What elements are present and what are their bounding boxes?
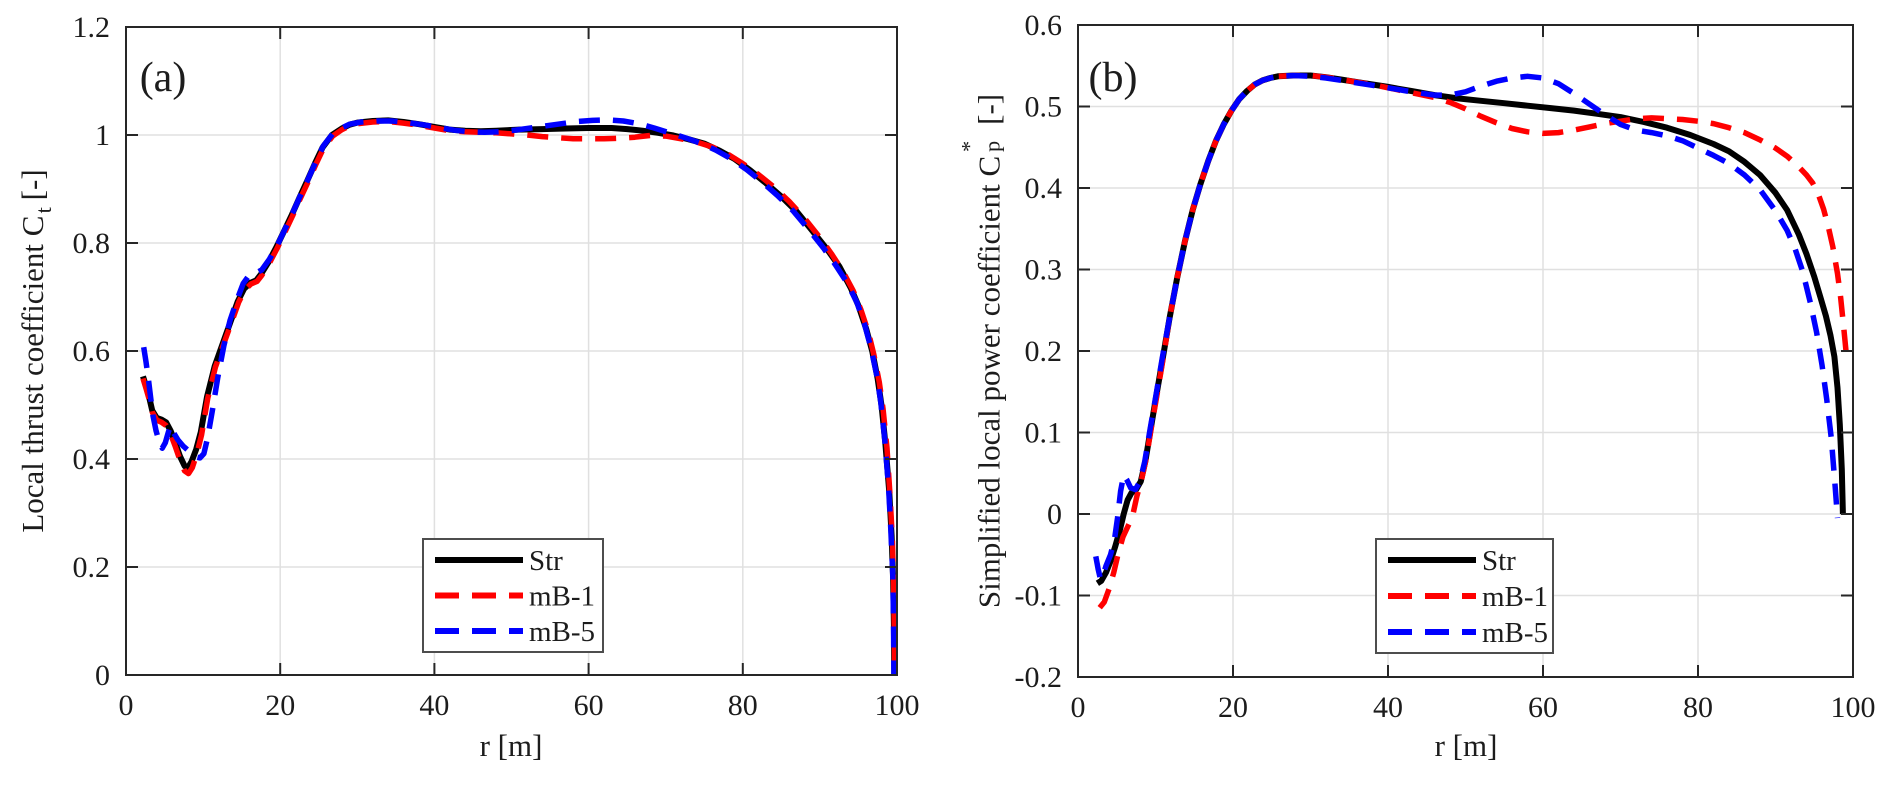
y-tick-label: 0.3 bbox=[1025, 254, 1063, 287]
y-tick-label: 0.1 bbox=[1025, 417, 1063, 450]
x-tick-label: 40 bbox=[1373, 691, 1403, 724]
y-axis-label-a-text: Local thrust coefficient C bbox=[14, 215, 50, 533]
x-tick-label: 0 bbox=[119, 689, 134, 722]
series-group-b bbox=[1093, 72, 1851, 610]
legend-label-mB-1: mB-1 bbox=[1482, 581, 1548, 613]
y-tick-label: 0.6 bbox=[73, 335, 111, 368]
y-axis-label-a: Local thrust coefficient Ct [-] bbox=[15, 169, 57, 532]
panel-label-b: (b) bbox=[1089, 55, 1138, 101]
x-axis-label-a: r [m] bbox=[479, 728, 543, 763]
y-axis-label-b-text: Simplified local power coefficient C bbox=[971, 155, 1007, 609]
series-line-mB-5 bbox=[140, 117, 897, 676]
x-tick-label: 20 bbox=[265, 689, 295, 722]
legend-a: Str mB-1mB-5 bbox=[422, 538, 604, 653]
legend-label-Str: Str bbox=[529, 545, 563, 577]
y-tick-label: 0.2 bbox=[73, 551, 111, 584]
y-tick-label: 0.4 bbox=[73, 443, 111, 476]
x-tick-label: 80 bbox=[728, 689, 758, 722]
x-tick-label: 40 bbox=[419, 689, 449, 722]
y-tick-label: 1 bbox=[95, 119, 110, 152]
y-tick-label: 0.5 bbox=[1025, 91, 1063, 124]
legend-label-Str: Str bbox=[1482, 545, 1516, 577]
x-tick-label: 100 bbox=[875, 689, 920, 722]
legend-b: Str mB-1 mB-5 bbox=[1375, 538, 1554, 654]
series-line-mB-1 bbox=[1097, 72, 1851, 610]
y-axis-label-b-units: [-] bbox=[971, 93, 1007, 125]
x-tick-label: 60 bbox=[1528, 691, 1558, 724]
y-axis-label-a-units: [-] bbox=[14, 169, 50, 201]
ticks-a bbox=[125, 26, 898, 676]
y-tick-label: 0.4 bbox=[1025, 172, 1063, 205]
y-axis-label-a-subscript: t bbox=[31, 207, 57, 214]
x-axis-label-b: r [m] bbox=[1434, 728, 1498, 763]
y-axis-label-b-subscript: p bbox=[979, 140, 1005, 153]
panel-b: 0 20 40 60 80 100 -0.2 -0.1 0 0.1 0.2 0.3 0.4 0.5 0.6 (… bbox=[1015, 9, 1876, 724]
legend-label-mB-1: mB-1 bbox=[529, 581, 595, 613]
y-axis-label-b-subsup: * p bbox=[957, 131, 1005, 153]
y-tick-label: 0.2 bbox=[1025, 335, 1063, 368]
y-tick-label: -0.1 bbox=[1015, 580, 1063, 613]
x-tick-label: 100 bbox=[1831, 691, 1876, 724]
panel-label-a: (a) bbox=[140, 55, 187, 101]
legend-label-mB-5: mB-5 bbox=[1482, 617, 1548, 649]
y-tick-label: 0.6 bbox=[1025, 9, 1063, 42]
y-tick-label: -0.2 bbox=[1015, 661, 1063, 694]
legend-label-mB-5: mB-5 bbox=[529, 616, 595, 648]
y-axis-label-b: Simplified local power coefficient C * p [-… bbox=[957, 93, 1008, 609]
series-line-Str bbox=[1095, 72, 1846, 586]
x-tick-label: 80 bbox=[1683, 691, 1713, 724]
y-tick-label: 0.8 bbox=[73, 227, 111, 260]
y-tick-label: 0 bbox=[1047, 498, 1062, 531]
ticks-b bbox=[1077, 24, 1854, 678]
x-tick-label: 0 bbox=[1071, 691, 1086, 724]
y-tick-label: 0 bbox=[95, 659, 110, 692]
y-tick-label: 1.2 bbox=[73, 11, 111, 44]
panel-a: 0 20 40 60 80 100 0 0.2 0.4 0.6 0.8 1 1.2 (a) Str mB-1m… bbox=[73, 11, 920, 722]
x-tick-label: 20 bbox=[1218, 691, 1248, 724]
x-tick-label: 60 bbox=[574, 689, 604, 722]
series-group-a bbox=[140, 117, 898, 676]
series-line-mB-5 bbox=[1093, 72, 1841, 582]
